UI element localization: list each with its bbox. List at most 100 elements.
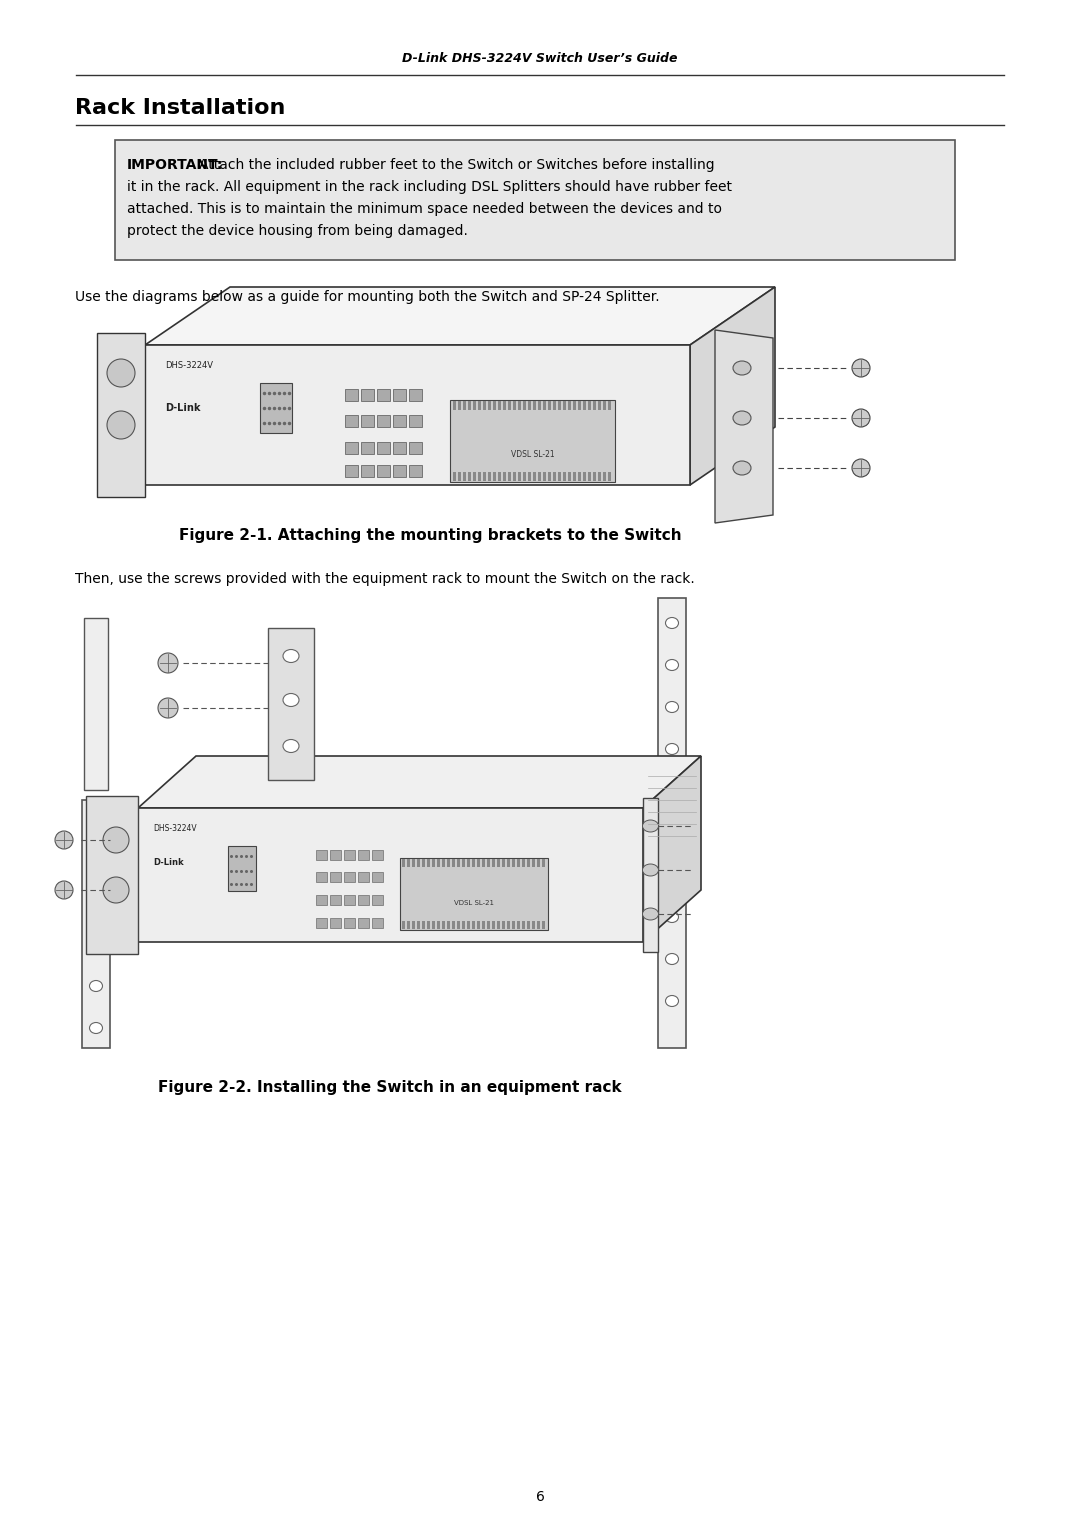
Bar	[512, 859, 515, 866]
Bar	[528, 472, 531, 481]
Text: Use the diagrams below as a guide for mounting both the Switch and SP-24 Splitte: Use the diagrams below as a guide for mo…	[75, 290, 660, 304]
Bar	[538, 400, 541, 410]
Bar	[588, 400, 591, 410]
Bar	[593, 472, 596, 481]
Polygon shape	[86, 796, 138, 953]
Bar	[400, 859, 548, 931]
Polygon shape	[145, 345, 690, 484]
Ellipse shape	[90, 897, 103, 908]
Bar	[372, 872, 383, 882]
Bar	[658, 597, 686, 1048]
Bar	[447, 859, 450, 866]
Bar	[478, 400, 481, 410]
Bar	[450, 400, 615, 481]
Bar	[573, 472, 576, 481]
Bar	[583, 400, 586, 410]
Bar	[427, 921, 430, 929]
Bar	[372, 895, 383, 905]
Bar	[357, 918, 369, 927]
Bar	[527, 859, 530, 866]
Bar	[84, 617, 108, 790]
Bar	[543, 472, 546, 481]
Bar	[372, 918, 383, 927]
Bar	[603, 472, 606, 481]
Ellipse shape	[643, 908, 659, 920]
Bar	[82, 801, 110, 1048]
Bar	[478, 472, 481, 481]
Text: DHS-3224V: DHS-3224V	[153, 824, 197, 833]
Bar	[583, 472, 586, 481]
Bar	[422, 921, 426, 929]
Bar	[361, 465, 374, 477]
Ellipse shape	[665, 828, 678, 839]
Bar	[357, 895, 369, 905]
Bar	[527, 921, 530, 929]
Ellipse shape	[283, 649, 299, 663]
Bar	[409, 390, 422, 400]
Polygon shape	[715, 330, 773, 523]
Bar	[393, 465, 406, 477]
Bar	[330, 872, 341, 882]
Bar	[458, 472, 461, 481]
Bar	[508, 472, 511, 481]
Bar	[462, 921, 465, 929]
Bar	[468, 472, 471, 481]
Bar	[532, 921, 535, 929]
Bar	[563, 472, 566, 481]
Bar	[492, 921, 495, 929]
Bar	[453, 400, 456, 410]
Ellipse shape	[733, 411, 751, 425]
Bar	[523, 400, 526, 410]
Bar	[482, 859, 485, 866]
Bar	[488, 400, 491, 410]
Ellipse shape	[665, 869, 678, 880]
Bar	[558, 400, 561, 410]
Text: Figure 2-1. Attaching the mounting brackets to the Switch: Figure 2-1. Attaching the mounting brack…	[178, 529, 681, 542]
Text: IMPORTANT:: IMPORTANT:	[127, 157, 224, 173]
Bar	[458, 400, 461, 410]
Bar	[427, 859, 430, 866]
Bar	[593, 400, 596, 410]
Bar	[393, 416, 406, 426]
Bar	[492, 859, 495, 866]
Bar	[417, 859, 420, 866]
Circle shape	[852, 458, 870, 477]
Bar	[543, 400, 546, 410]
FancyBboxPatch shape	[114, 141, 955, 260]
Polygon shape	[97, 333, 145, 497]
Polygon shape	[138, 808, 643, 941]
Bar	[447, 921, 450, 929]
Bar	[357, 850, 369, 860]
Bar	[422, 859, 426, 866]
Text: attached. This is to maintain the minimum space needed between the devices and t: attached. This is to maintain the minimu…	[127, 202, 723, 215]
Circle shape	[107, 411, 135, 439]
Bar	[409, 416, 422, 426]
Text: Rack Installation: Rack Installation	[75, 98, 285, 118]
Bar	[477, 859, 480, 866]
Bar	[548, 400, 551, 410]
Ellipse shape	[643, 863, 659, 876]
Circle shape	[107, 359, 135, 387]
Bar	[598, 400, 600, 410]
Bar	[457, 921, 460, 929]
Bar	[503, 400, 507, 410]
Bar	[492, 400, 496, 410]
Bar	[462, 859, 465, 866]
Circle shape	[55, 882, 73, 898]
Text: Attach the included rubber feet to the Switch or Switches before installing: Attach the included rubber feet to the S…	[199, 157, 715, 173]
Bar	[463, 472, 465, 481]
Bar	[377, 465, 390, 477]
Bar	[361, 416, 374, 426]
Bar	[345, 442, 357, 454]
Text: DHS-3224V: DHS-3224V	[165, 361, 213, 370]
Bar	[502, 921, 505, 929]
Bar	[538, 472, 541, 481]
Bar	[437, 921, 440, 929]
Ellipse shape	[90, 938, 103, 949]
Ellipse shape	[283, 740, 299, 752]
Bar	[513, 400, 516, 410]
Bar	[487, 921, 490, 929]
Text: D-Link: D-Link	[153, 859, 184, 866]
Ellipse shape	[665, 701, 678, 712]
Text: D-Link: D-Link	[165, 403, 201, 413]
